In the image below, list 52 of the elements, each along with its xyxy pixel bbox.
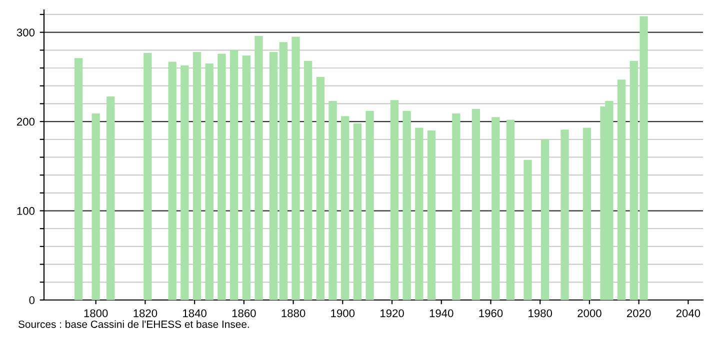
bar (427, 130, 436, 300)
y-tick-label: 100 (17, 207, 35, 215)
bar (279, 42, 288, 300)
bar (402, 110, 411, 300)
x-tick-label: 1840 (183, 309, 206, 318)
x-tick-label: 1880 (282, 309, 306, 318)
bar (180, 65, 189, 300)
bar (506, 120, 515, 300)
bar (304, 60, 312, 300)
bar (144, 52, 152, 300)
bar (524, 160, 532, 300)
y-tick-label: 300 (16, 28, 35, 36)
bar (560, 130, 569, 300)
x-tick-label: 2000 (578, 309, 602, 318)
x-tick-label: 1820 (134, 309, 158, 318)
bar (328, 101, 337, 300)
bar (74, 58, 83, 300)
x-tick-label: 1920 (380, 309, 404, 318)
bar (540, 139, 550, 300)
bar (582, 128, 592, 300)
x-tick-label: 2040 (676, 309, 700, 318)
x-tick-label: 1940 (430, 309, 454, 318)
bar (617, 80, 626, 300)
bar (218, 54, 226, 300)
x-tick-label: 1800 (84, 309, 108, 318)
bar (254, 36, 263, 300)
bar (230, 50, 238, 300)
bar (205, 64, 214, 300)
bar (242, 56, 250, 300)
bar (492, 117, 500, 300)
bar (192, 52, 202, 300)
bar (316, 76, 325, 300)
x-tick-label: 1900 (331, 309, 355, 318)
bar (390, 100, 399, 300)
bar (341, 116, 350, 300)
x-tick-label: 2020 (627, 309, 651, 318)
bar (415, 128, 424, 300)
y-tick-label: 200 (16, 118, 35, 126)
bar (353, 123, 362, 300)
bar (92, 114, 100, 300)
y-tick-label: 0 (29, 296, 35, 304)
bar (269, 52, 278, 300)
x-tick-label: 1860 (232, 309, 256, 318)
bar (472, 109, 480, 300)
bar (168, 62, 176, 300)
source-note: Sources : base Cassini de l'EHESS et base Insee. (18, 320, 249, 328)
bar (366, 110, 374, 300)
x-tick-label: 1980 (528, 309, 552, 318)
bar (292, 36, 300, 300)
bar (452, 114, 460, 300)
bar (106, 96, 115, 300)
x-tick-label: 1960 (479, 309, 503, 318)
